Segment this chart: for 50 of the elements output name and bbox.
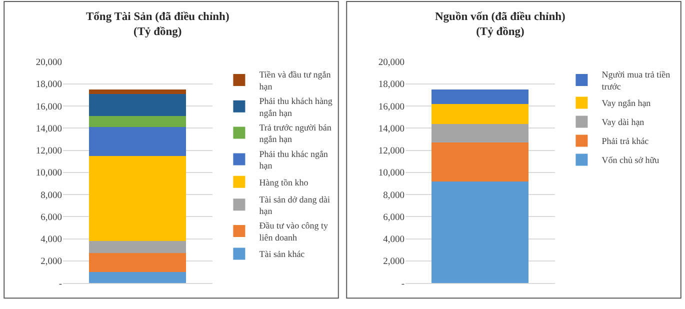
bar — [432, 89, 529, 104]
y-tick-label: 14,000 — [36, 124, 62, 134]
y-tick-label: 8,000 — [40, 190, 62, 201]
legend-label: Đầu tư vào công ty liên doanh — [259, 220, 329, 242]
bar — [89, 94, 186, 116]
bar — [89, 116, 186, 128]
y-tick-label: 4,000 — [383, 235, 405, 246]
y-tick-label: 12,000 — [378, 146, 405, 157]
bar — [89, 272, 186, 284]
legend-label: Tài sản khác — [259, 249, 305, 260]
legend-label: Tiền và đầu tư ngắn hạn — [259, 70, 332, 92]
legend-label: Phải thu khách hàng ngắn hạn — [259, 96, 333, 118]
y-tick-label: 10,000 — [36, 168, 62, 179]
y-tick-label: 10,000 — [378, 168, 405, 179]
y-tick-label: - — [401, 279, 405, 290]
bar — [89, 241, 186, 254]
legend-label: Vay dài hạn — [602, 117, 645, 128]
y-tick-label: 6,000 — [40, 212, 62, 223]
legend-label: Người mua trả tiền trước — [602, 70, 671, 92]
legend-label: Phải trả khác — [602, 136, 649, 146]
bar — [89, 253, 186, 272]
y-tick-label: 14,000 — [378, 124, 405, 134]
y-tick-label: - — [58, 279, 62, 290]
legend-label: Phải thu khác ngắn hạn — [259, 148, 328, 171]
bar — [432, 104, 529, 124]
chart-title: Nguồn vốn (đã điều chỉnh) (Tỷ đồng) — [435, 11, 566, 38]
y-tick-label: 12,000 — [36, 146, 62, 157]
legend-label: Vốn chủ sở hữu — [602, 155, 660, 166]
y-tick-label: 18,000 — [36, 80, 62, 90]
bar — [89, 127, 186, 156]
legend-label: Trả trước người bán ngắn hạn — [259, 122, 332, 144]
y-tick-label: 2,000 — [383, 257, 405, 268]
bar — [432, 124, 529, 143]
y-tick-label: 20,000 — [378, 58, 405, 68]
y-tick-label: 18,000 — [378, 80, 405, 90]
y-tick-label: 16,000 — [36, 102, 62, 112]
y-tick-label: 8,000 — [383, 190, 405, 201]
bar — [89, 89, 186, 94]
y-tick-label: 4,000 — [40, 235, 62, 246]
legend-label: Tài sản dở dang dài hạn — [259, 194, 330, 216]
y-tick-label: 20,000 — [36, 58, 62, 68]
bar — [432, 181, 529, 284]
y-tick-label: 2,000 — [40, 257, 62, 268]
legend-label: Vay ngắn hạn — [602, 98, 652, 108]
y-tick-label: 6,000 — [383, 212, 405, 223]
bar — [432, 142, 529, 182]
bar — [89, 156, 186, 242]
chart-title: Tổng Tài Sản (đã điều chỉnh) (Tỷ đồng) — [86, 11, 230, 38]
y-tick-label: 16,000 — [378, 102, 405, 112]
legend-label: Hàng tồn kho — [259, 177, 309, 188]
